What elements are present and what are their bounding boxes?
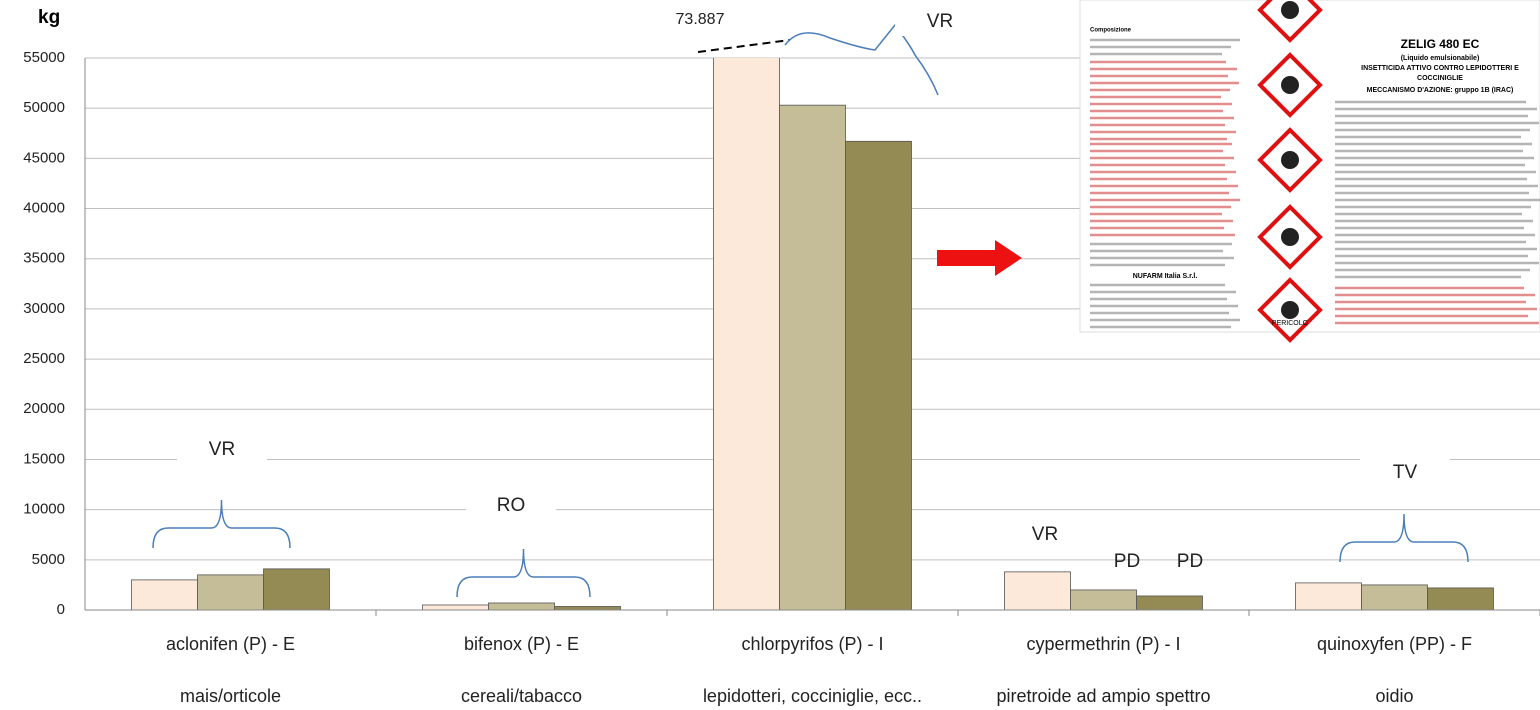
- label-text: Composizione: [1090, 28, 1132, 34]
- bar: [263, 568, 330, 610]
- bar: [1004, 571, 1071, 610]
- bar: [422, 604, 489, 610]
- arrow: [937, 240, 1022, 276]
- subcategory-label: piretroide ad ampio spettro: [996, 686, 1210, 706]
- bar: [1136, 595, 1203, 610]
- annotation: PD: [1114, 551, 1140, 572]
- bar: [1070, 589, 1137, 610]
- x-tick-label: quinoxyfen (PP) - F: [1317, 634, 1472, 654]
- leader-line: [697, 39, 791, 53]
- annotation: VR: [927, 11, 953, 32]
- bar: [131, 579, 198, 610]
- hazard-icon: [1281, 228, 1299, 246]
- bar: [845, 140, 912, 610]
- hazard-icon: [1281, 1, 1299, 19]
- label-text: MECCANISMO D'AZIONE: gruppo 1B (IRAC): [1367, 87, 1514, 94]
- brace: [456, 548, 591, 598]
- annotation-bg: [177, 436, 267, 464]
- label-text: PERICOLO: [1272, 320, 1309, 327]
- annotation: VR: [1032, 524, 1058, 545]
- x-tick-label: bifenox (P) - E: [464, 634, 579, 654]
- subcategory-label: cereali/tabacco: [461, 686, 582, 706]
- y-tick-label: 50000: [23, 99, 65, 116]
- y-tick-label: 20000: [23, 400, 65, 417]
- label-text: COCCINIGLIE: [1417, 75, 1463, 82]
- value-label: 73.887: [676, 11, 725, 28]
- brace: [1339, 513, 1469, 563]
- y-tick-label: 30000: [23, 300, 65, 317]
- hazard-icon: [1281, 301, 1299, 319]
- subcategory-label: mais/orticole: [180, 686, 281, 706]
- annotation-bg: [1360, 459, 1450, 487]
- y-tick-label: 40000: [23, 200, 65, 217]
- y-tick-label: 15000: [23, 450, 65, 467]
- y-tick-label: 35000: [23, 250, 65, 267]
- label-text: (Liquido emulsionabile): [1401, 55, 1480, 62]
- subcategory-label: lepidotteri, coccinigli​e, ecc..: [703, 686, 922, 706]
- y-tick-label: 45000: [23, 149, 65, 166]
- y-tick-label: 0: [57, 601, 65, 618]
- y-tick-label: 10000: [23, 501, 65, 518]
- y-tick-label: 25000: [23, 350, 65, 367]
- brace: [152, 499, 291, 549]
- bar: [488, 602, 555, 610]
- x-tick-label: chlorpyrifos (P) - I: [741, 634, 883, 654]
- hazard-icon: [1281, 151, 1299, 169]
- bar: [1361, 584, 1428, 610]
- bar: [197, 574, 264, 610]
- bar: [1295, 582, 1362, 610]
- subcategory-label: oidio: [1375, 686, 1413, 706]
- label-text: INSETTICIDA ATTIVO CONTRO LEPIDOTTERI E: [1361, 65, 1519, 72]
- bar: [713, 58, 780, 610]
- brace: [784, 23, 939, 96]
- bar: [779, 104, 846, 610]
- bar: [1427, 587, 1494, 610]
- y-tick-label: 5000: [32, 551, 65, 568]
- annotation-bg: [466, 492, 556, 520]
- label-text: ZELIG 480 EC: [1401, 37, 1480, 51]
- x-tick-label: aclonifen (P) - E: [166, 634, 295, 654]
- annotation: TV: [1393, 462, 1418, 483]
- hazard-icon: [1281, 76, 1299, 94]
- bar: [554, 606, 621, 610]
- bars: [131, 58, 1494, 610]
- label-text: NUFARM Italia S.r.l.: [1133, 273, 1198, 280]
- y-tick-label: 55000: [23, 49, 65, 66]
- annotation: PD: [1177, 551, 1203, 572]
- annotation-bg: [895, 8, 985, 36]
- hazard-pictogram: [1257, 0, 1323, 43]
- y-axis-label: kg: [38, 7, 60, 28]
- x-tick-label: cypermethrin (P) - I: [1026, 634, 1180, 654]
- annotation: VR: [209, 439, 235, 460]
- annotation: RO: [497, 495, 526, 516]
